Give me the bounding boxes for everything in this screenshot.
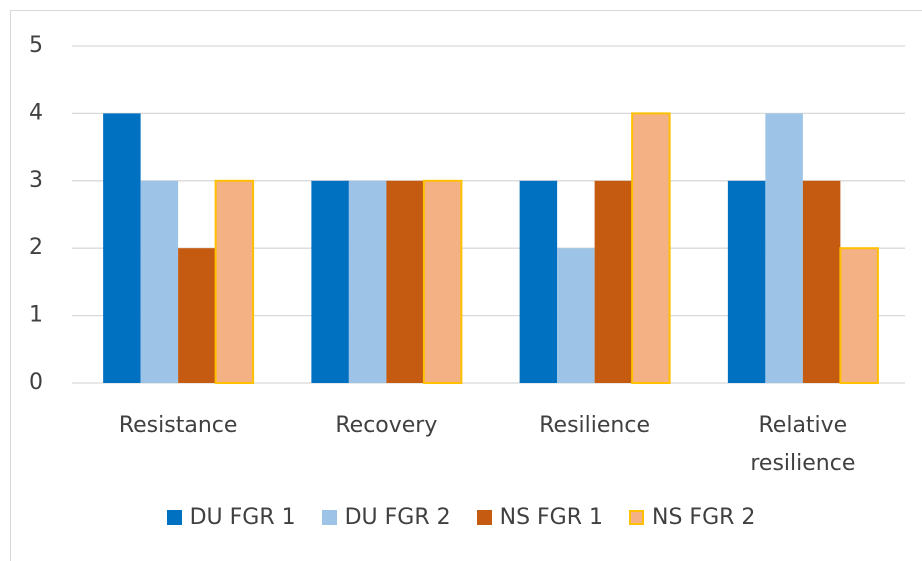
bar	[765, 113, 803, 384]
bar	[594, 180, 633, 383]
legend-swatch	[629, 510, 645, 525]
x-tick-label: Resistance	[118, 413, 238, 438]
bar	[519, 180, 558, 383]
legend-swatch	[476, 510, 492, 525]
legend-swatch	[166, 510, 182, 525]
y-tick-label: 3	[29, 168, 43, 193]
y-tick-label: 1	[29, 303, 43, 328]
y-tick-label: 0	[29, 370, 43, 395]
bar	[839, 247, 879, 384]
bar	[386, 180, 424, 383]
legend-item: DU FGR 2	[321, 505, 451, 530]
legend-label: DU FGR 2	[344, 505, 451, 530]
legend-label: NS FGR 1	[499, 505, 604, 530]
legend-item: NS FGR 2	[629, 505, 755, 530]
legend-item: DU FGR 1	[166, 505, 296, 530]
chart-border	[10, 10, 922, 561]
y-tick-label: 2	[29, 235, 43, 260]
legend-label: NS FGR 2	[652, 505, 756, 530]
x-tick-label: Relative resilience	[750, 413, 856, 476]
legend-swatch	[321, 510, 337, 525]
legend: DU FGR 1 DU FGR 2 NS FGR 1 NS FGR 2	[0, 505, 922, 530]
bar	[727, 180, 766, 383]
bar	[140, 180, 179, 383]
bar	[214, 179, 255, 384]
bar	[631, 112, 671, 385]
y-tick-label: 5	[29, 33, 43, 58]
bar	[422, 179, 463, 384]
x-tick-label: Resilience	[539, 413, 650, 438]
legend-label: DU FGR 1	[189, 505, 296, 530]
bar	[103, 113, 141, 384]
bar	[802, 180, 841, 383]
bar	[178, 248, 216, 383]
x-tick-label: Recovery	[335, 413, 438, 438]
bar	[348, 180, 387, 383]
legend-item: NS FGR 1	[476, 505, 604, 530]
bar	[311, 180, 349, 383]
bar	[557, 248, 595, 383]
y-tick-label: 4	[29, 100, 43, 125]
